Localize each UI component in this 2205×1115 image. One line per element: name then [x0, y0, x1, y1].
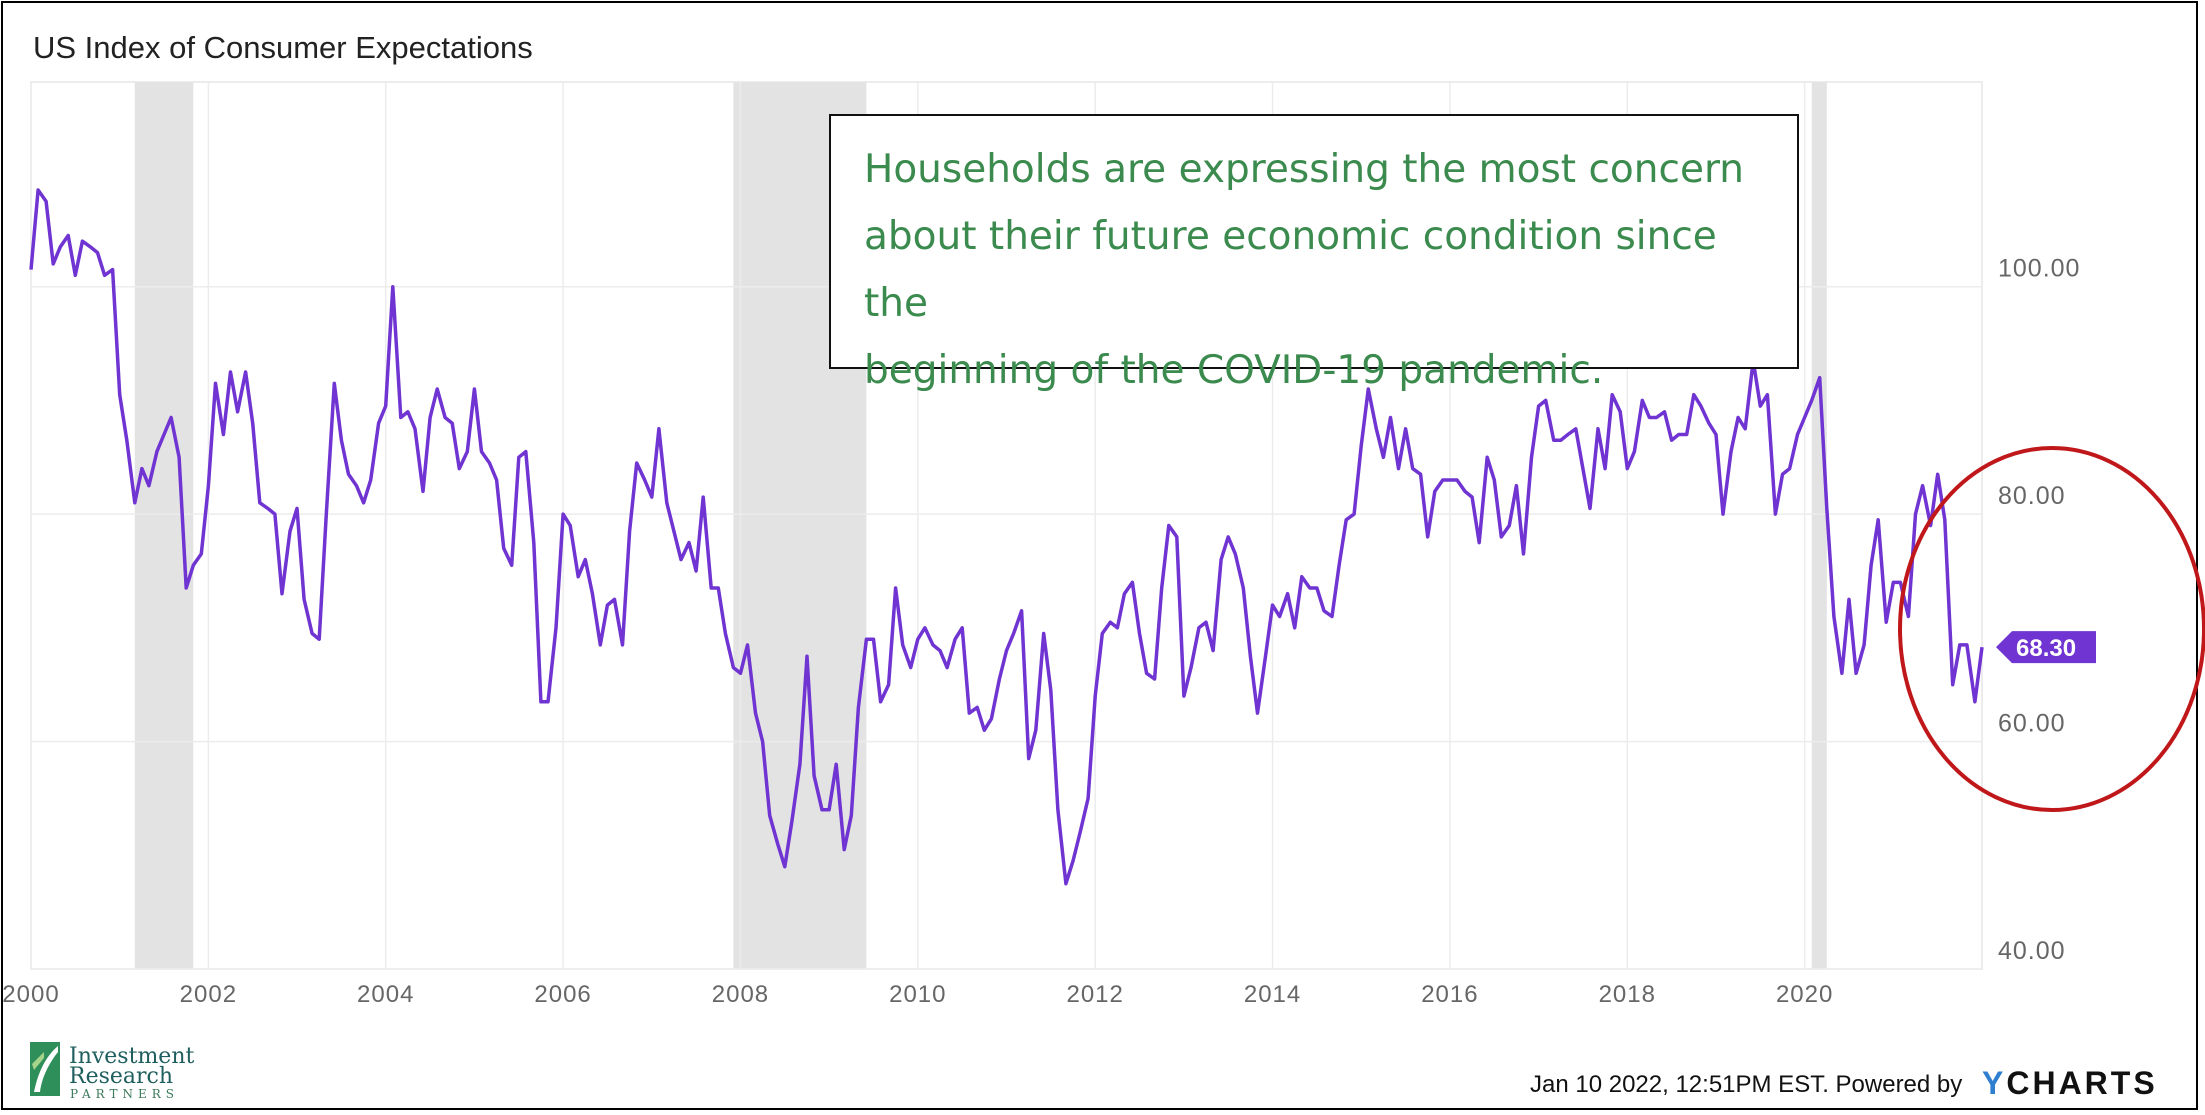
logo-text-research: Research	[69, 1064, 174, 1089]
x-tick-label: 2016	[1421, 981, 1478, 1008]
x-axis-ticks: 2000 2002 2004 2006 2008 2010 2012 2014 2016 2018…	[2, 981, 1833, 1008]
last-value-label: 68.30	[2016, 635, 2076, 662]
chart-title: US Index of Consumer Expectations	[33, 30, 533, 65]
x-tick-label: 2006	[534, 981, 591, 1008]
annotation-box: Households are expressing the most conce…	[829, 114, 1799, 393]
last-value-badge: 68.30	[1996, 631, 2096, 664]
annotation-line: Households are expressing the most conce…	[864, 147, 1745, 192]
x-tick-label: 2004	[357, 981, 414, 1008]
footer-timestamp: Jan 10 2022, 12:51PM EST. Powered by	[1530, 1071, 1963, 1098]
x-tick-label: 2000	[2, 981, 59, 1008]
x-tick-label: 2020	[1776, 981, 1833, 1008]
logo-text-partners: PARTNERS	[70, 1087, 179, 1101]
logo-text-investment: Investment	[69, 1044, 195, 1069]
ycharts-logo-text: CHARTS	[2006, 1065, 2158, 1101]
y-axis-ticks: 40.00 60.00 80.00 100.00	[1998, 255, 2080, 965]
series-line	[29, 188, 1984, 886]
x-tick-label: 2014	[1244, 981, 1301, 1008]
x-tick-label: 2010	[889, 981, 946, 1008]
x-tick-label: 2002	[180, 981, 237, 1008]
leaf-logo-icon	[30, 1042, 60, 1096]
annotation-line: about their future economic condition si…	[864, 214, 1717, 326]
last-value-badge-shape	[1996, 631, 2096, 664]
x-tick-label: 2018	[1599, 981, 1656, 1008]
highlight-ellipse	[1898, 446, 2205, 812]
y-tick-label: 40.00	[1998, 937, 2066, 965]
recession-band	[1811, 82, 1827, 969]
ycharts-logo: YCHARTS	[1982, 1065, 2158, 1102]
x-tick-label: 2008	[712, 981, 769, 1008]
y-tick-label: 60.00	[1998, 710, 2066, 738]
y-tick-label: 100.00	[1998, 255, 2080, 283]
annotation-text: Households are expressing the most conce…	[864, 136, 1767, 404]
x-tick-label: 2012	[1066, 981, 1123, 1008]
ycharts-logo-y: Y	[1982, 1065, 2007, 1101]
y-tick-label: 80.00	[1998, 482, 2066, 510]
annotation-line: beginning of the COVID-19 pandemic.	[864, 348, 1604, 393]
